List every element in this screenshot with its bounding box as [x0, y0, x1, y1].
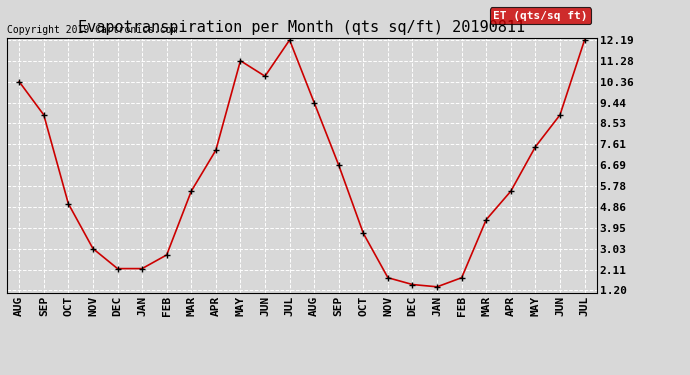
Text: Copyright 2019 Cartronics.com: Copyright 2019 Cartronics.com	[7, 25, 177, 35]
Legend: ET (qts/sq ft): ET (qts/sq ft)	[490, 8, 591, 24]
Title: Evapotranspiration per Month (qts sq/ft) 20190811: Evapotranspiration per Month (qts sq/ft)…	[78, 20, 526, 35]
